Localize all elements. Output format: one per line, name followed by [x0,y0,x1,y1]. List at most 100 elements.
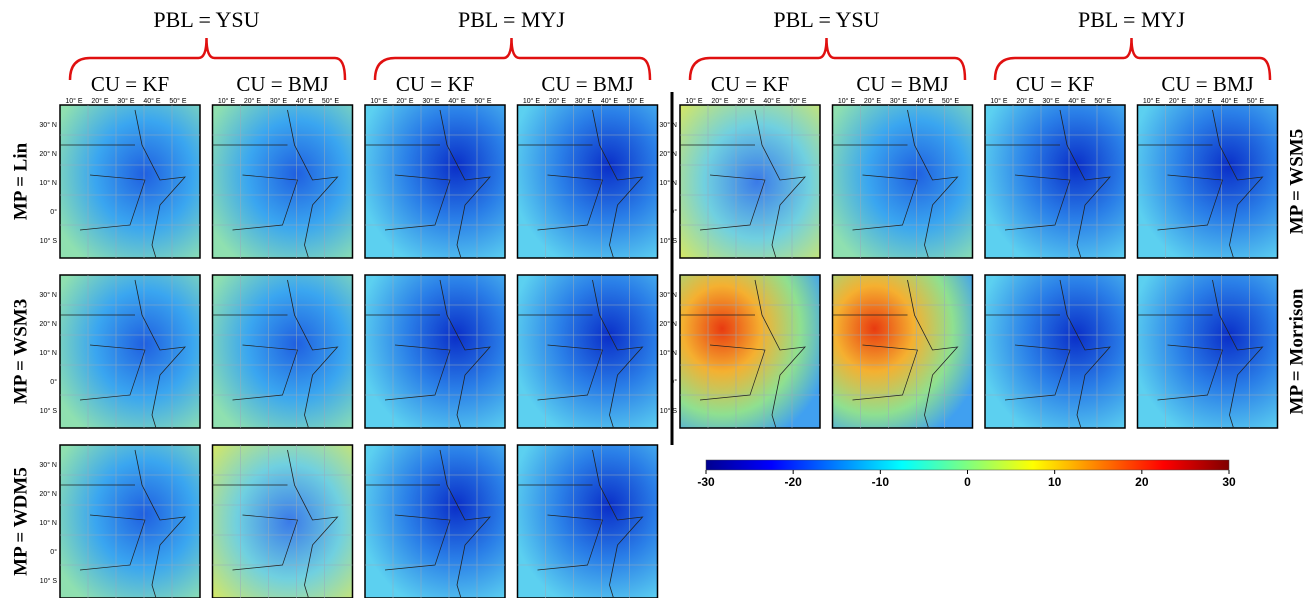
border [60,484,146,571]
lat-tick: 20° N [659,320,677,328]
cu-label: CU = BMJ [1161,72,1253,96]
lon-tick: 10° E [685,97,703,105]
lat-tick: 0° [670,378,677,386]
border [832,144,918,231]
border [985,314,1071,401]
coastline [907,279,959,429]
lon-tick: 50° E [169,97,187,105]
mp-label: MP = Lin [10,142,31,220]
mp-label: MP = WSM5 [1286,129,1307,234]
coastline [592,449,644,598]
pbl-label: PBL = YSU [773,7,879,32]
map-panel [59,444,201,598]
lon-tick: 50° E [474,97,492,105]
lon-tick: 20° E [91,97,109,105]
cu-label: CU = KF [396,72,474,96]
lat-tick: 20° N [39,320,57,328]
map-panel [364,104,506,259]
map-panel [1136,104,1279,259]
map-panel [211,274,354,429]
border [212,314,298,401]
lon-tick: 20° E [711,97,729,105]
map-panel [59,274,201,429]
lat-tick: 10° N [39,179,57,187]
border [212,484,298,571]
border [60,314,146,401]
cu-label: CU = KF [91,72,169,96]
lon-tick: 50° E [1094,97,1112,105]
lon-tick: 20° E [1016,97,1034,105]
map-panel [516,444,659,598]
lon-tick: 40° E [601,97,619,105]
cu-label: CU = BMJ [236,72,328,96]
colorbar-label: 10 [1048,475,1062,489]
lon-tick: 10° E [990,97,1008,105]
lon-tick: 10° E [370,97,388,105]
lon-tick: 50° E [789,97,807,105]
border [680,314,766,401]
cu-label: CU = KF [1016,72,1094,96]
map-panel [211,444,354,598]
lon-tick: 50° E [322,97,340,105]
lat-tick: 10° S [40,237,58,245]
lon-tick: 40° E [143,97,161,105]
lat-tick: 30° N [659,291,677,299]
lat-tick: 10° S [40,577,58,585]
lat-tick: 30° N [659,121,677,129]
brace [688,37,967,81]
coastline [134,279,187,429]
lon-tick: 10° E [838,97,856,105]
cu-label: CU = BMJ [856,72,948,96]
lat-tick: 10° N [39,349,57,357]
colorbar-label: 30 [1222,475,1236,489]
border [517,314,603,401]
brace [373,37,652,81]
lat-tick: 10° S [40,407,58,415]
coastline [592,109,644,259]
lat-tick: 20° N [39,150,57,158]
coastline [1212,279,1264,429]
coastline [1059,109,1112,259]
coastline [1059,279,1112,429]
lon-tick: 30° E [270,97,288,105]
coastline [592,279,644,429]
border [985,144,1071,231]
map-panel [679,104,821,259]
lat-tick: 10° N [659,179,677,187]
border [212,144,298,231]
coastline [439,449,492,598]
border [1137,314,1223,401]
lat-tick: 0° [670,208,677,216]
lon-tick: 40° E [296,97,314,105]
lon-tick: 30° E [117,97,135,105]
lat-tick: 20° N [659,150,677,158]
lat-tick: 10° S [660,237,678,245]
lon-tick: 40° E [763,97,781,105]
lat-tick: 30° N [39,121,57,129]
border [365,484,451,571]
lon-tick: 30° E [1042,97,1060,105]
lon-tick: 30° E [575,97,593,105]
mp-label: MP = WSM3 [10,299,31,404]
lon-tick: 40° E [1221,97,1239,105]
pbl-label: PBL = YSU [153,7,259,32]
lon-tick: 40° E [916,97,934,105]
map-panel [364,274,506,429]
lon-tick: 30° E [422,97,440,105]
lon-tick: 20° E [1169,97,1187,105]
lon-tick: 30° E [737,97,755,105]
cu-label: CU = BMJ [541,72,633,96]
lon-tick: 20° E [396,97,414,105]
colorbar-label: -30 [697,475,715,489]
coastline [134,109,187,259]
lon-tick: 30° E [1195,97,1213,105]
lon-tick: 50° E [942,97,960,105]
coastline [754,279,807,429]
coastline [287,279,339,429]
lon-tick: 20° E [549,97,567,105]
map-panel [59,104,201,259]
map-panel [516,104,659,259]
pbl-label: PBL = MYJ [458,7,565,32]
map-panel [211,104,354,259]
